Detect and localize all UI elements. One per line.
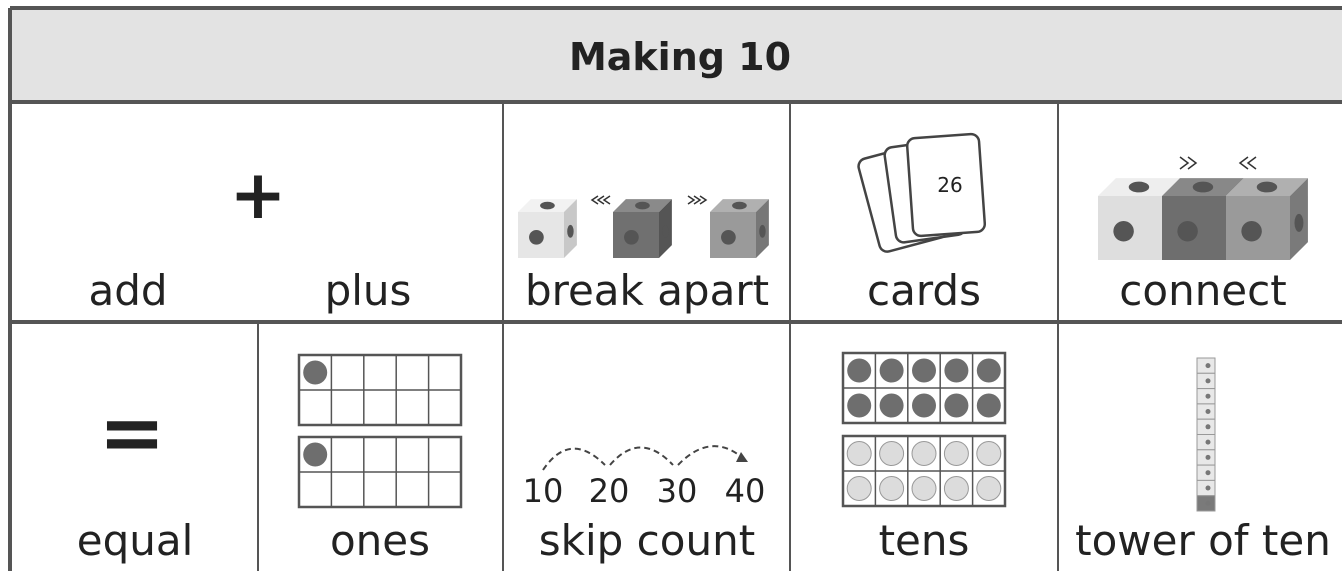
label: connect — [1119, 266, 1286, 315]
counter — [976, 358, 1001, 383]
cube-hole — [567, 224, 574, 238]
counter — [847, 358, 872, 383]
skip-number: 20 — [589, 472, 630, 510]
title: Making 10 — [569, 35, 791, 79]
cube-hole — [635, 201, 650, 210]
counter — [303, 442, 328, 467]
label: add — [88, 266, 167, 315]
counter — [303, 360, 328, 385]
table-border — [8, 6, 1342, 571]
cube-hole — [624, 229, 639, 245]
counter — [879, 476, 905, 501]
counter — [912, 393, 936, 418]
counter — [846, 476, 872, 501]
label: break apart — [525, 266, 769, 315]
cube-hole — [662, 224, 669, 238]
cube-hole — [1128, 181, 1150, 193]
skip-arrows — [542, 445, 746, 471]
card-number: 26 — [937, 173, 962, 197]
counter — [879, 441, 905, 466]
tower-hole — [1205, 393, 1211, 399]
label: equal — [77, 516, 194, 565]
tower-hole — [1205, 500, 1211, 506]
counter — [944, 358, 969, 383]
tower-hole — [1205, 378, 1211, 384]
counter — [943, 441, 969, 466]
counter — [847, 393, 872, 418]
label: plus — [325, 266, 412, 315]
cube-hole — [540, 201, 555, 210]
cube-hole — [721, 229, 736, 245]
label: skip count — [539, 516, 755, 565]
counter — [879, 358, 904, 383]
tower-hole — [1205, 454, 1211, 460]
counter — [976, 441, 1002, 466]
skip-number: 10 — [523, 472, 564, 510]
tower-hole — [1205, 470, 1211, 476]
counter — [911, 476, 937, 501]
arrow-head — [736, 452, 748, 462]
cube-hole — [1294, 213, 1304, 232]
cube-hole — [1177, 220, 1198, 242]
label: tens — [879, 516, 970, 565]
tower-hole — [1205, 439, 1211, 445]
header-bg — [10, 8, 1342, 102]
cube-hole — [1241, 220, 1262, 242]
skip-number: 30 — [657, 472, 698, 510]
cube-hole — [759, 224, 766, 238]
plus-symbol: + — [230, 156, 287, 235]
counter — [976, 476, 1002, 501]
counter — [943, 476, 969, 501]
cube-hole — [1113, 220, 1134, 242]
skip-number: 40 — [725, 472, 766, 510]
tower-hole — [1205, 485, 1211, 491]
label: cards — [867, 266, 981, 315]
counter — [912, 358, 936, 383]
tower-hole — [1205, 424, 1211, 430]
tower-hole — [1205, 363, 1211, 369]
counter — [976, 393, 1001, 418]
counter — [944, 393, 969, 418]
counter — [846, 441, 872, 466]
cube-hole — [529, 229, 544, 245]
cube-hole — [1192, 181, 1214, 193]
cube-hole — [732, 201, 747, 210]
tower-hole — [1205, 409, 1211, 414]
cards-icon — [857, 132, 987, 253]
icons — [297, 178, 1308, 512]
equal-symbol: = — [98, 386, 165, 479]
label: ones — [330, 516, 430, 565]
label: tower of ten — [1075, 516, 1331, 565]
chevrons — [590, 156, 1257, 205]
counter — [911, 441, 937, 466]
cube-hole — [1256, 181, 1278, 193]
cell-dividers — [257, 102, 1059, 571]
counter — [879, 393, 904, 418]
